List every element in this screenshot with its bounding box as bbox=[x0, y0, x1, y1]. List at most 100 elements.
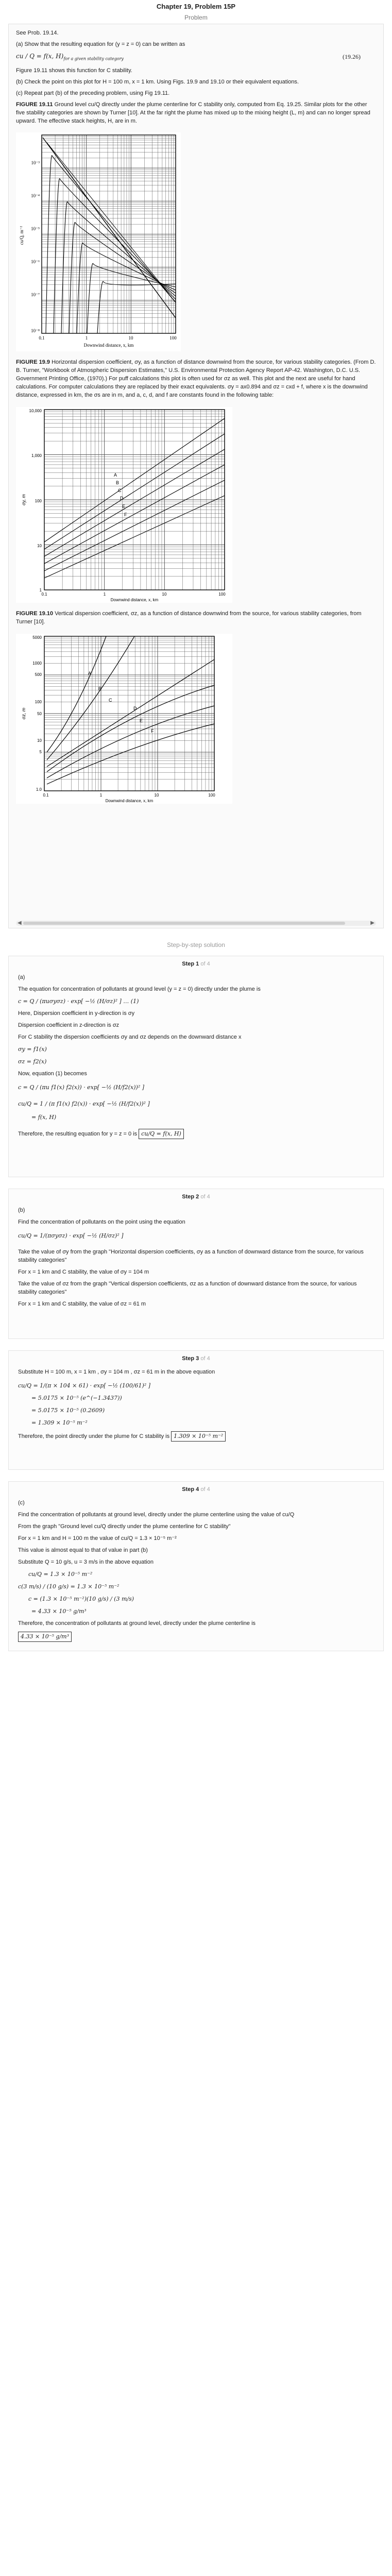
horizontal-scrollbar[interactable]: ◀ ▶ bbox=[16, 920, 376, 926]
fig9-curve-label: B bbox=[116, 480, 119, 485]
problem-part-a: (a) Show that the resulting equation for… bbox=[16, 41, 185, 47]
equation-main: cu / Q = f(x, H)for a given stability ca… bbox=[16, 52, 124, 61]
fig11-ylabel: cu/Q, m⁻² bbox=[19, 226, 24, 245]
step1-eq-sy: σy = f1(x) bbox=[18, 1045, 47, 1053]
fig9-ytick: 1,000 bbox=[31, 453, 42, 458]
fig11-ytick: 10⁻⁸ bbox=[31, 328, 40, 333]
step-part: (a) bbox=[18, 974, 25, 981]
equation-row: cu / Q = f(x, H)for a given stability ca… bbox=[16, 52, 376, 62]
fig11-xtick: 100 bbox=[169, 335, 177, 341]
fig10-xtick: 1 bbox=[100, 793, 103, 798]
step-text: Dispersion coefficient in z-direction is… bbox=[18, 1022, 120, 1029]
step-1-card: Step 1 of 4 (a) The equation for concent… bbox=[8, 956, 384, 1178]
step-text: For x = 1 km and H = 100 m the value of … bbox=[18, 1535, 177, 1542]
fig9-xlabel: Downwind distance, x, km bbox=[111, 598, 159, 602]
step-text: From the graph "Ground level cu/Q direct… bbox=[18, 1523, 231, 1530]
step3-eq2: = 5.0175 × 10⁻⁵ (e^(−1.3437)) bbox=[31, 1395, 122, 1402]
scroll-right-icon[interactable]: ▶ bbox=[370, 920, 374, 926]
fig10-xtick: 10 bbox=[155, 793, 159, 798]
fig10-ytick: 100 bbox=[35, 700, 42, 704]
problem-part-b: (b) Check the point on this plot for H =… bbox=[16, 78, 299, 85]
fig10-curve bbox=[46, 636, 107, 753]
fig11-ytick: 10⁻⁶ bbox=[31, 259, 40, 264]
fig9-xtick: 1 bbox=[104, 592, 106, 597]
equation-number: (19.26) bbox=[343, 53, 361, 60]
step1-eq1: c = Q / (πuσyσz) · exp[ −½ (H/σz)² ] … (… bbox=[18, 998, 139, 1005]
result-box: cu/Q = f(x, H) bbox=[139, 1128, 184, 1139]
fig10-curve bbox=[46, 723, 215, 785]
step-text: For x = 1 km and C stability, the value … bbox=[18, 1269, 149, 1276]
solution-header: Step-by-step solution bbox=[167, 941, 225, 948]
step1-eq2: c = Q / (πu f1(x) f2(x)) · exp[ −½ (H/f2… bbox=[18, 1083, 145, 1091]
step-title: Step 1 of 4 bbox=[182, 961, 210, 968]
fig11-xtick: 10 bbox=[129, 335, 134, 341]
step-text: The equation for concentration of pollut… bbox=[18, 986, 261, 993]
step-part: (c) bbox=[18, 1500, 25, 1506]
fig9-ytick: 1 bbox=[40, 588, 42, 592]
fig10-curve-label: B bbox=[98, 686, 101, 691]
fig9-curve bbox=[44, 433, 225, 550]
fig9-curve bbox=[44, 418, 225, 543]
step4-eq3: c = (1.3 × 10⁻⁵ m⁻²)(10 g/s) / (3 m/s) bbox=[28, 1595, 134, 1602]
step-text: Take the value of σy from the graph "Hor… bbox=[18, 1249, 364, 1264]
fig10-xtick: 0.1 bbox=[43, 793, 49, 798]
step3-eq4: = 1.309 × 10⁻⁵ m⁻² bbox=[31, 1419, 88, 1427]
fig10-curve bbox=[46, 685, 215, 772]
step1-eq4: = f(x, H) bbox=[31, 1113, 57, 1121]
fig11-curve bbox=[45, 155, 176, 334]
step-result: Therefore, the concentration of pollutan… bbox=[18, 1620, 256, 1626]
step-text: This value is almost equal to that of va… bbox=[18, 1547, 148, 1554]
scrollbar-thumb[interactable] bbox=[23, 922, 345, 925]
fig10-ytick: 500 bbox=[35, 672, 42, 677]
fig9-ytick: 10 bbox=[37, 544, 42, 548]
fig11-xlabel: Downwind distance, x, km bbox=[84, 343, 134, 348]
step2-eq: cu/Q = 1/(πσyσz) · exp[ −½ (H/σz)² ] bbox=[18, 1232, 124, 1240]
step-text: Find the concentration of pollutants on … bbox=[18, 1219, 185, 1226]
step-result-line: 4.33 × 10⁻⁵ g/m³ bbox=[18, 1631, 374, 1642]
fig11-curve bbox=[76, 243, 176, 334]
fig10-curves bbox=[46, 636, 215, 785]
fig10-frame bbox=[44, 636, 215, 791]
fig10-caption: FIGURE 19.10 Vertical dispersion coeffic… bbox=[16, 611, 362, 625]
problem-part-c: (c) Repeat part (b) of the preceding pro… bbox=[16, 90, 170, 96]
fig9-curve bbox=[44, 480, 225, 571]
page-subtitle: Problem bbox=[184, 14, 208, 21]
fig10-curve-label: A bbox=[88, 671, 91, 676]
step-result: Therefore, the resulting equation for y … bbox=[18, 1128, 374, 1139]
fig11-envelope-curve bbox=[46, 143, 176, 303]
fig9-frame bbox=[44, 409, 225, 590]
fig11-curves bbox=[42, 138, 176, 334]
step3-eq3: = 5.0175 × 10⁻⁵ (0.2609) bbox=[31, 1407, 105, 1414]
fig9-curve-label: E bbox=[122, 504, 125, 509]
step4-eq1: cu/Q = 1.3 × 10⁻⁵ m⁻² bbox=[28, 1570, 93, 1578]
step-2-card: Step 2 of 4 (b) Find the concentration o… bbox=[8, 1189, 384, 1340]
fig11-frame bbox=[41, 134, 176, 334]
fig9-curve bbox=[44, 464, 225, 564]
step4-eq4: = 4.33 × 10⁻⁵ g/m³ bbox=[31, 1607, 87, 1615]
fig11-ytick: 10⁻³ bbox=[31, 160, 40, 165]
fig11-curve bbox=[61, 201, 176, 334]
fig11-grid bbox=[41, 135, 176, 334]
fig9-xtick: 0.1 bbox=[41, 592, 47, 597]
problem-see: See Prob. 19.14. bbox=[16, 30, 59, 36]
fig10-xtick: 100 bbox=[208, 793, 215, 798]
fig9-curve-label: C bbox=[118, 488, 122, 493]
step-title: Step 3 of 4 bbox=[182, 1355, 210, 1362]
fig9-curve-label: A bbox=[114, 472, 117, 478]
step-result: Therefore, the point directly under the … bbox=[18, 1431, 374, 1442]
fig10-ytick: 10 bbox=[37, 738, 42, 743]
fig11-xtick: 0.1 bbox=[39, 335, 44, 341]
scroll-left-icon[interactable]: ◀ bbox=[18, 920, 22, 926]
fig9-caption: FIGURE 19.9 Horizontal dispersion coeffi… bbox=[16, 359, 376, 399]
fig10-ytick: 5 bbox=[40, 750, 42, 754]
fig11-curve bbox=[53, 178, 176, 334]
problem-fig-ref: Figure 19.11 shows this function for C s… bbox=[16, 67, 132, 74]
step-4-card: Step 4 of 4 (c) Find the concentration o… bbox=[8, 1481, 384, 1652]
step4-eq2: c(3 m/s) / (10 g/s) = 1.3 × 10⁻⁵ m⁻² bbox=[18, 1583, 120, 1590]
step-text: Take the value of σz from the graph "Ver… bbox=[18, 1280, 357, 1295]
step-text: Find the concentration of pollutants at … bbox=[18, 1512, 295, 1518]
fig10-curve-label: F bbox=[151, 728, 154, 734]
figure-19-11: 10⁻³ 10⁻⁴ 10⁻⁵ 10⁻⁶ 10⁻⁷ 10⁻⁸ 0.1 1 10 1… bbox=[16, 132, 181, 352]
fig10-ytick: 5000 bbox=[32, 635, 42, 640]
fig10-ytick: 1000 bbox=[32, 661, 42, 666]
